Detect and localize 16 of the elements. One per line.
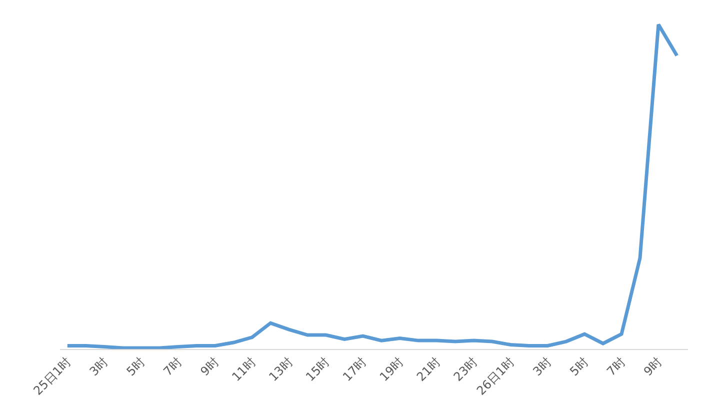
x-tick-label: 7时 [160, 354, 185, 379]
x-tick-label: 5时 [567, 354, 591, 379]
x-tick-label: 17时 [340, 354, 370, 384]
x-tick-label: 13时 [266, 354, 296, 384]
x-tick-label: 11时 [229, 354, 258, 384]
x-tick-label: 5时 [124, 354, 148, 379]
x-tick-label: 7时 [604, 354, 628, 379]
x-tick-label: 9时 [198, 354, 222, 379]
x-tick-label: 15时 [303, 354, 332, 384]
x-tick-label: 3时 [86, 354, 111, 379]
x-tick-label: 23时 [450, 354, 480, 384]
x-tick-label: 3时 [530, 354, 554, 379]
x-tick-label: 21时 [414, 354, 444, 384]
x-tick-label: 9时 [641, 354, 665, 379]
x-tick-label: 25日1时 [30, 354, 74, 398]
x-tick-label: 19时 [377, 354, 406, 384]
